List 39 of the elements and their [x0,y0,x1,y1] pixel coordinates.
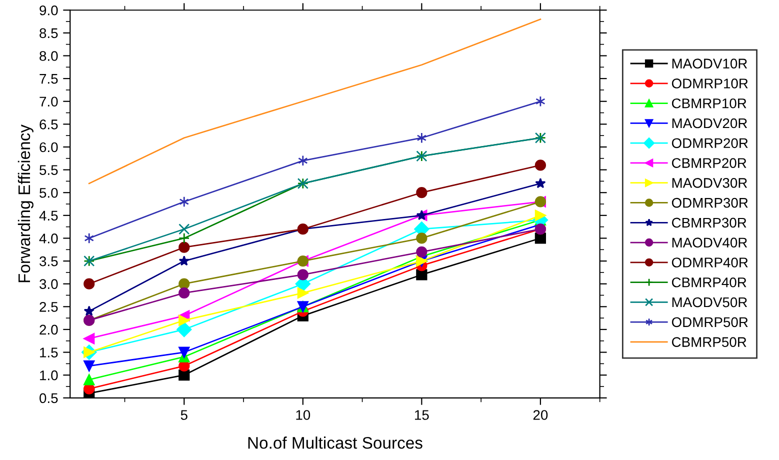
legend-label: ODMRP50R [672,317,748,328]
legend-label: MAODV20R [672,118,748,128]
legend-label: ODMRP10R [672,78,748,88]
y-tick-label: 1.0 [40,370,58,380]
y-tick-label: 9.0 [40,5,58,16]
legend-label: MAODV40R [672,238,748,248]
legend-label: CBMRP20R [672,158,746,168]
y-tick-label: 0.5 [40,393,58,404]
legend-label: ODMRP40R [672,258,748,268]
y-tick-label: 2.5 [40,302,58,312]
legend-label: MAODV30R [672,178,748,188]
y-tick-label: 5.0 [40,188,58,198]
legend-label: MAODV50R [672,297,748,308]
legend-label: MAODV10R [672,58,748,68]
x-tick-label: 5 [180,410,188,420]
y-tick-label: 4.5 [39,210,58,221]
legend-label: ODMRP30R [672,198,748,208]
legend-label: CBMRP10R [672,98,746,108]
y-tick-label: 1.5 [40,348,58,358]
legend-label: CBMRP50R [672,337,746,347]
legend-label: CBMRP40R [672,277,746,288]
y-axis-title: Forwarding Efficiency [18,124,34,282]
y-tick-label: 8.0 [40,51,58,61]
y-tick-label: 4.0 [39,234,58,244]
y-tick-label: 3.0 [40,279,58,290]
y-tick-label: 3.5 [40,256,58,266]
y-tick-label: 7.5 [40,74,58,84]
y-tick-label: 7.0 [40,96,58,107]
x-tick-label: 10 [296,410,310,420]
legend-label: ODMRP20R [672,138,748,148]
x-tick-label: 15 [415,410,429,420]
y-tick-label: 8.5 [40,28,58,38]
y-tick-label: 6.5 [40,120,58,130]
x-axis-title: No.of Multicast Sources [248,436,422,449]
legend-label: CBMRP30R [672,218,746,228]
y-tick-label: 5.5 [40,165,58,175]
x-tick-label: 20 [533,410,548,420]
y-tick-label: 6.0 [40,142,58,152]
y-tick-label: 2.0 [40,324,58,335]
